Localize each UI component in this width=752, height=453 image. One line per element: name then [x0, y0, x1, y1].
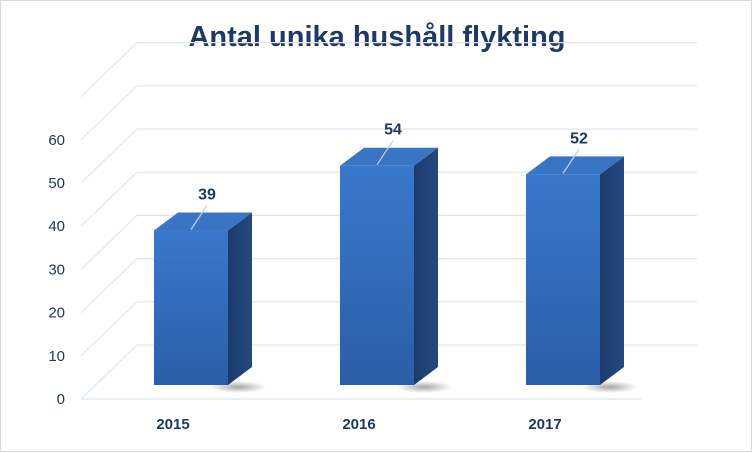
bar-2016 — [340, 147, 452, 393]
bar-front — [154, 230, 228, 385]
x-tick-label: 2017 — [528, 416, 561, 433]
bar-front — [340, 165, 414, 385]
bar-side — [600, 156, 624, 385]
gridlines — [80, 41, 697, 400]
x-axis-labels: 2015 2016 2017 — [156, 416, 561, 433]
y-axis-ticks: 0 10 20 30 40 50 60 — [48, 132, 65, 408]
bar-front — [526, 174, 600, 385]
bar-top — [526, 156, 624, 175]
gridline — [80, 41, 697, 98]
bar-2017 — [526, 156, 638, 393]
bar-2015 — [154, 212, 266, 393]
x-tick-label: 2016 — [342, 416, 375, 433]
data-label-leader — [190, 205, 208, 230]
bar-top — [340, 147, 438, 166]
data-labels: 39 54 52 — [190, 122, 588, 230]
gridline — [80, 214, 697, 270]
y-tick-label: 30 — [48, 261, 65, 278]
data-label-leader — [562, 149, 580, 174]
y-tick-label: 40 — [48, 218, 65, 235]
y-tick-label: 0 — [57, 391, 65, 408]
y-tick-label: 20 — [48, 305, 65, 322]
data-label: 52 — [570, 130, 588, 147]
chart-title: Antal unika hushåll flykting — [188, 21, 566, 53]
y-tick-label: 10 — [48, 348, 65, 365]
data-label: 39 — [198, 187, 216, 204]
gridline — [80, 344, 697, 400]
gridline — [80, 128, 697, 184]
data-label-leader — [376, 140, 394, 166]
y-tick-label: 60 — [48, 132, 65, 149]
bar-side — [228, 212, 252, 385]
gridline — [80, 171, 697, 227]
gridline — [80, 85, 697, 141]
gridline — [80, 258, 697, 314]
y-tick-label: 50 — [48, 175, 65, 192]
bar-side — [414, 147, 438, 385]
bars — [154, 147, 638, 393]
gridline — [80, 301, 697, 357]
bar-top — [154, 212, 252, 231]
x-tick-label: 2015 — [156, 416, 189, 433]
data-label: 54 — [384, 122, 402, 139]
